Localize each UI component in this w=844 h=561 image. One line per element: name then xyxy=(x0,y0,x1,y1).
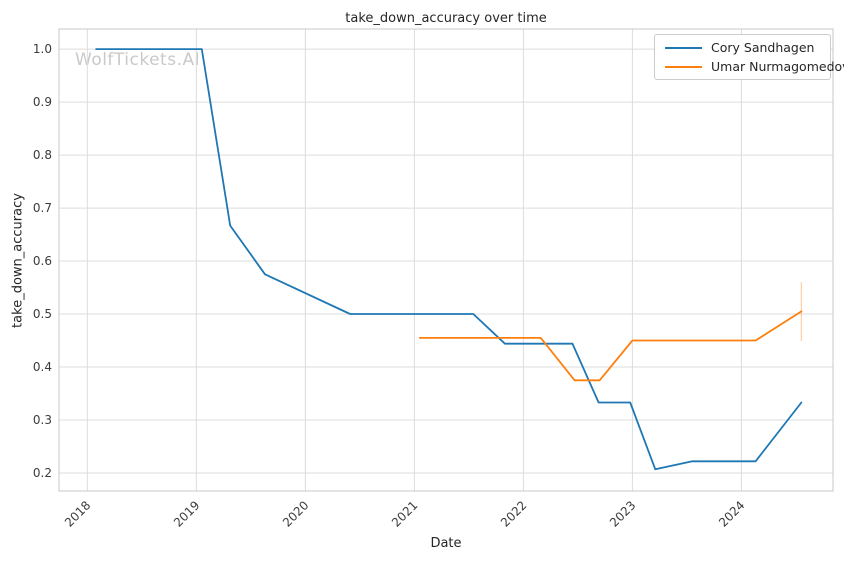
y-tick-label: 0.6 xyxy=(33,254,52,268)
x-tick-label: 2018 xyxy=(62,498,93,529)
y-axis-label: take_down_accuracy xyxy=(10,193,26,328)
legend: Cory Sandhagen Umar Nurmagomedov xyxy=(654,34,844,80)
x-tick-label: 2022 xyxy=(498,498,529,529)
series-line-umar-nurmagomedov xyxy=(418,310,803,382)
y-tick-label: 0.2 xyxy=(33,466,52,480)
plot-border xyxy=(58,28,834,492)
legend-line-swatch xyxy=(665,46,702,49)
legend-entry-umar-nurmagomedov: Umar Nurmagomedov xyxy=(665,57,844,76)
x-axis-label: Date xyxy=(430,536,462,551)
x-tick-label: 2019 xyxy=(171,498,202,529)
x-tick-label: 2023 xyxy=(607,498,638,529)
legend-entry-cory-sandhagen: Cory Sandhagen xyxy=(665,38,822,57)
y-tick-label: 0.8 xyxy=(33,148,52,162)
y-tick-label: 0.9 xyxy=(33,95,52,109)
legend-label: Umar Nurmagomedov xyxy=(711,59,844,74)
x-tick-label: 2021 xyxy=(389,498,420,529)
legend-line-swatch xyxy=(665,65,702,68)
y-tick-label: 0.7 xyxy=(33,201,52,215)
x-tick-label: 2020 xyxy=(280,498,311,529)
y-tick-label: 1.0 xyxy=(33,42,52,56)
y-tick-label: 0.5 xyxy=(33,307,52,321)
series-line-cory-sandhagen xyxy=(95,48,803,471)
x-tick-label: 2024 xyxy=(716,498,747,529)
chart-title: take_down_accuracy over time xyxy=(345,11,547,26)
y-tick-label: 0.3 xyxy=(33,413,52,427)
watermark: WolfTickets.AI xyxy=(75,50,201,70)
y-tick-label: 0.4 xyxy=(33,360,52,374)
legend-label: Cory Sandhagen xyxy=(711,40,815,55)
